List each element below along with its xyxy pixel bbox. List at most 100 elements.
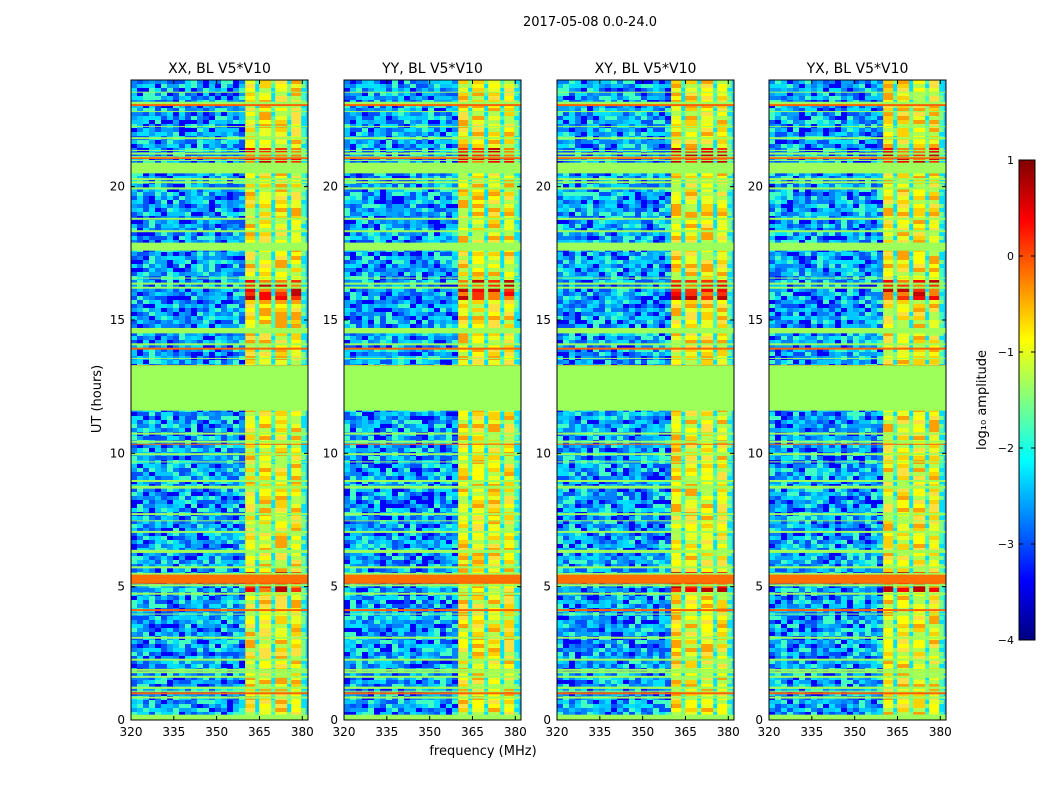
rfi-line [131,566,308,569]
panel-yy: YY, BL V5*V10 320 335 350 365 380 0 5 10 15 20 [323,61,527,739]
flagged-gap [769,365,946,411]
rfi-line [344,636,521,639]
rfi-line [344,230,521,233]
panel-frame [343,79,522,721]
colorbar-gradient [1018,159,1036,641]
rfi-line [557,692,734,695]
rfi-line [344,217,521,220]
rfi-line [769,149,946,151]
rfi-band [131,574,308,583]
rfi-line [131,181,308,184]
rfi-line [344,696,521,699]
rfi-line [131,126,308,128]
rfi-line [131,668,308,671]
y-tick-label: 0 [543,713,551,727]
rfi-line [557,453,734,456]
rfi-line [557,461,734,463]
rfi-line [344,609,521,612]
rfi-line [131,613,308,615]
rfi-line [344,357,521,359]
rfi-line [769,453,946,456]
x-tick-label: 380 [291,725,314,739]
rfi-line [769,513,946,516]
rfi-line [131,520,308,522]
rfi-line [344,690,521,692]
panel-yy-image [344,80,521,720]
colorbar-tick-label: −3 [998,538,1014,551]
rfi-line [557,126,734,128]
rfi-line [557,282,734,285]
rfi-line [131,453,308,456]
rfi-line [557,157,734,160]
rfi-line [344,126,521,128]
rfi-line [557,530,734,533]
rfi-line [131,549,308,552]
rfi-line [769,111,946,113]
rfi-line [131,513,308,516]
rfi-line [769,286,946,289]
rfi-band [557,574,734,583]
y-tick-label: 5 [117,580,125,594]
rfi-line [769,461,946,463]
rfi-band [769,242,946,251]
rfi-line [769,217,946,220]
rfi-line [131,443,308,445]
rfi-line [344,440,521,443]
rfi-line [131,230,308,233]
rfi-band [557,714,734,720]
rfi-line [131,550,308,553]
rfi-line [557,178,734,181]
rfi-line [344,286,521,289]
rfi-line [344,91,521,93]
rfi-band [344,162,521,174]
rfi-line [131,696,308,699]
colorbar-label: log₁₀ amplitude [975,350,990,450]
rfi-line [557,584,734,587]
rfi-line [769,157,946,160]
rfi-line [557,91,734,93]
rfi-line [131,572,308,575]
rfi-line [344,592,521,595]
rfi-line [557,487,734,489]
rfi-line [557,636,734,639]
rfi-line [131,159,308,161]
rfi-line [557,187,734,190]
rfi-line [557,230,734,233]
colorbar-tick-label: −1 [998,346,1014,359]
flagged-gap [557,365,734,411]
rfi-line [557,480,734,482]
panel-title: XY, BL V5*V10 [595,61,697,77]
rfi-band [557,242,734,251]
flagged-gap [131,365,308,411]
rfi-line [344,530,521,533]
rfi-line [769,282,946,285]
rfi-line [769,159,946,161]
panel-xy-image [557,80,734,720]
rfi-line [344,581,521,584]
rfi-line [557,690,734,692]
rfi-line [557,149,734,151]
rfi-line [769,187,946,190]
rfi-line [557,513,734,516]
colorbar-tick-label: −2 [998,442,1014,455]
rfi-line [769,347,946,350]
rfi-line [131,286,308,289]
colorbar-tick-label: 0 [1007,250,1014,263]
rfi-line [557,286,734,289]
rfi-line [769,566,946,569]
x-tick-label: 380 [504,725,527,739]
rfi-line [769,357,946,359]
rfi-line [344,443,521,445]
rfi-line [344,658,521,661]
rfi-line [769,101,946,104]
panel-yx: YX, BL V5*V10 320 335 350 365 380 0 5 10 15 20 [748,61,952,739]
x-tick-label: 320 [120,725,143,739]
rfi-line [131,584,308,587]
x-tick-label: 335 [588,725,611,739]
x-tick-label: 365 [461,725,484,739]
rfi-line [131,91,308,93]
rfi-band [769,714,946,720]
x-tick-label: 350 [631,725,654,739]
